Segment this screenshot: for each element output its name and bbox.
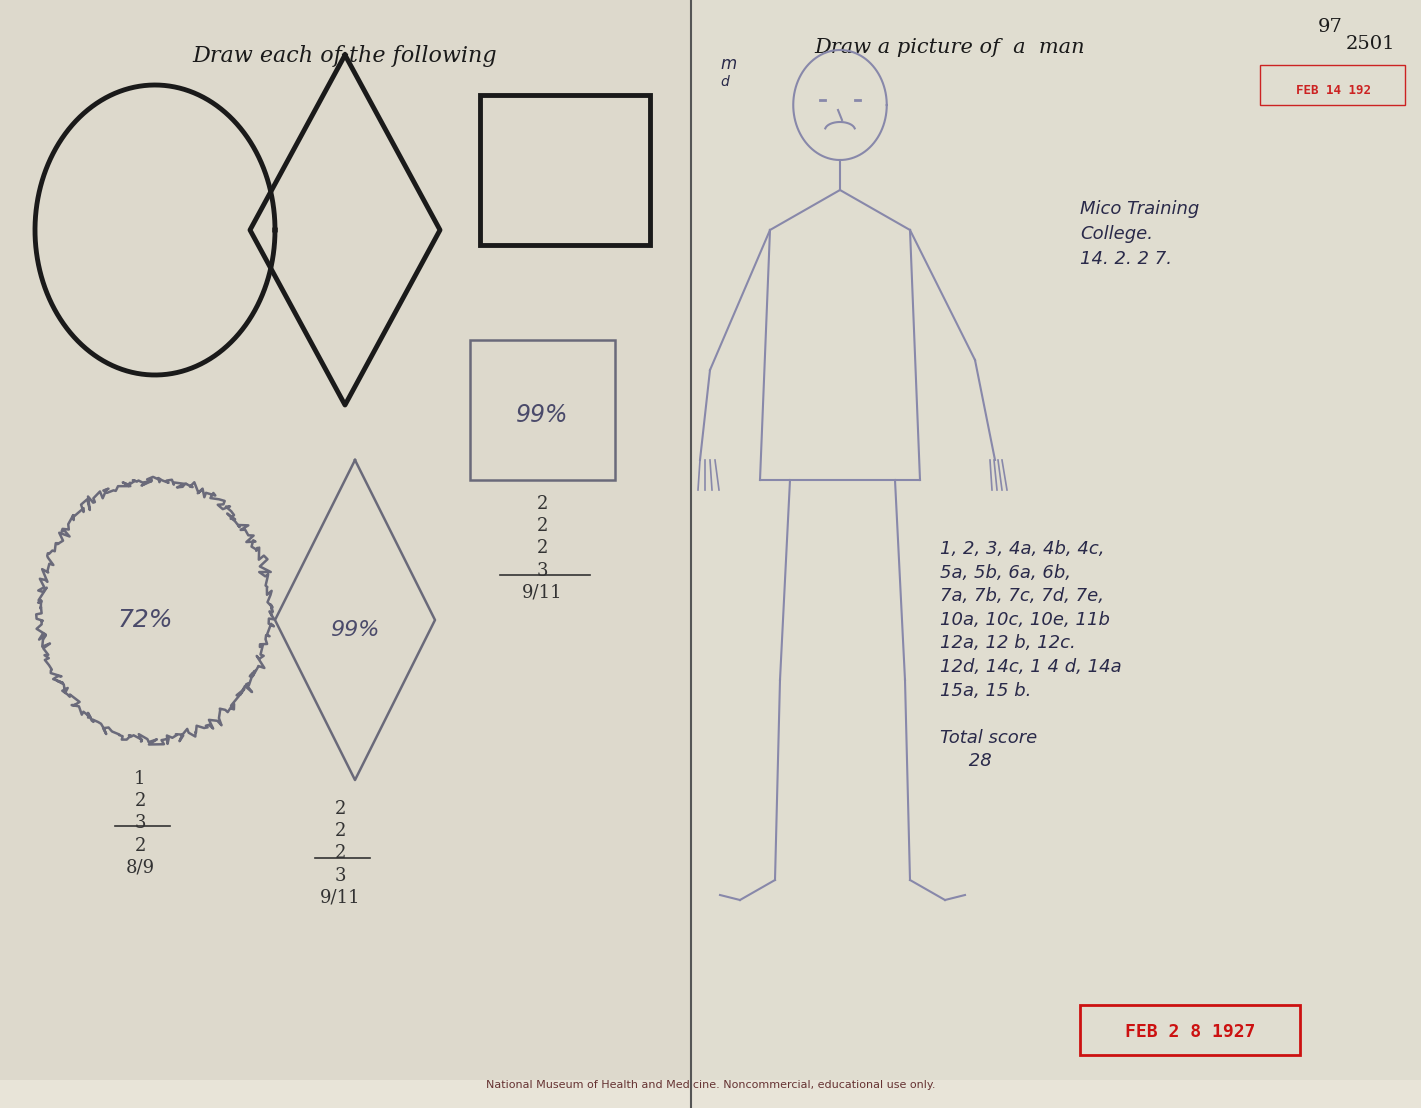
Bar <box>1080 1005 1300 1055</box>
Text: 1
2
3
2
8/9: 1 2 3 2 8/9 <box>125 770 155 876</box>
Text: 2
2
2
3
9/11: 2 2 2 3 9/11 <box>320 800 361 906</box>
Text: m: m <box>720 55 736 73</box>
Bar <box>1260 65 1405 105</box>
Text: 72%: 72% <box>118 608 173 632</box>
Text: 99%: 99% <box>516 403 568 427</box>
Text: FEB 14 192: FEB 14 192 <box>1296 83 1370 96</box>
Bar <box>0 0 691 1080</box>
Text: Draw each of the following: Draw each of the following <box>193 45 497 66</box>
Text: National Museum of Health and Medicine. Noncommercial, educational use only.: National Museum of Health and Medicine. … <box>486 1080 936 1090</box>
Text: 97: 97 <box>1317 18 1343 35</box>
Bar <box>470 340 615 480</box>
Text: 99%: 99% <box>330 620 379 640</box>
Text: 2
2
2
3
9/11: 2 2 2 3 9/11 <box>522 495 563 602</box>
Bar <box>480 95 649 245</box>
Text: d: d <box>720 75 729 89</box>
Bar <box>692 0 1421 1080</box>
Text: Mico Training
College.
14. 2. 2 7.: Mico Training College. 14. 2. 2 7. <box>1080 201 1199 268</box>
Text: FEB 2 8 1927: FEB 2 8 1927 <box>1125 1023 1255 1042</box>
Text: 2501: 2501 <box>1346 35 1395 53</box>
Text: Draw a picture of  a  man: Draw a picture of a man <box>814 38 1086 57</box>
Text: 1, 2, 3, 4a, 4b, 4c,
5a, 5b, 6a, 6b,
7a, 7b, 7c, 7d, 7e,
10a, 10c, 10e, 11b
12a,: 1, 2, 3, 4a, 4b, 4c, 5a, 5b, 6a, 6b, 7a,… <box>941 540 1121 770</box>
